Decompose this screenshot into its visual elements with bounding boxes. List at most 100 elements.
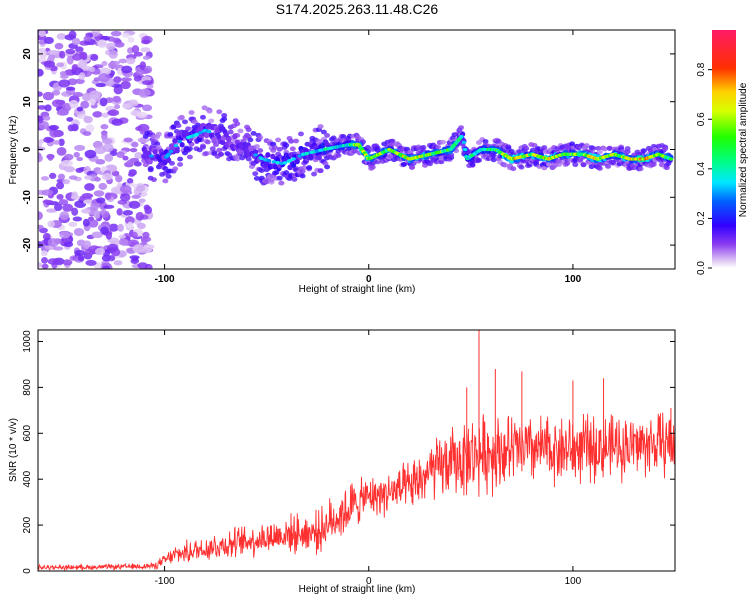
spectrogram-halo-blob (299, 173, 306, 179)
spectrogram-noise-blob (136, 185, 146, 192)
spectrogram-halo-blob (208, 118, 215, 124)
spectrogram-ridge-outer (219, 139, 226, 146)
spectrogram-noise-blob (42, 91, 54, 101)
spectrogram-halo-blob (209, 146, 216, 152)
spectrogram-noise-blob (129, 147, 138, 153)
spectrogram-noise-blob (38, 30, 46, 37)
spectrogram-noise-blob (93, 210, 101, 219)
spectrogram-noise-blob (89, 90, 101, 100)
spectrogram-halo-blob (216, 147, 223, 153)
spectrogram-noise-blob (71, 53, 83, 61)
spectrogram-noise-blob (122, 209, 133, 216)
spectrogram-noise-blob (118, 234, 126, 239)
spectrogram-ridge-core (668, 157, 674, 161)
spectrogram-xtick-label: 0 (366, 274, 372, 285)
spectrogram-halo-blob (564, 161, 571, 166)
spectrogram-halo-blob (569, 141, 576, 147)
spectrogram-halo-blob (291, 177, 298, 182)
spectrogram-halo-blob (595, 145, 602, 151)
colorbar-label: Normalized spectral amplitude (738, 82, 749, 217)
snr-background (38, 330, 675, 571)
spectrogram-noise-blob (136, 222, 146, 230)
spectrogram-noise-blob (59, 71, 67, 76)
spectrogram-halo-blob (276, 146, 283, 152)
spectrogram-noise-blob (84, 183, 95, 191)
spectrogram-halo-blob (311, 171, 318, 177)
spectrogram-noise-blob (68, 175, 78, 180)
spectrogram-halo-blob (317, 124, 324, 129)
spectrogram-noise-blob (71, 123, 79, 132)
spectrogram-noise-blob (44, 104, 52, 112)
spectrogram-ridge-outer (316, 154, 322, 161)
snr-ylabel: SNR (10 * v/v) (8, 418, 19, 482)
spectrogram-noise-blob (71, 37, 81, 46)
snr-xlabel: Height of straight line (km) (299, 584, 416, 595)
spectrogram-ridge-core (304, 151, 310, 156)
spectrogram-noise-blob (94, 177, 101, 182)
spectrogram-halo-blob (340, 134, 347, 139)
spectrogram-ridge-outer (166, 157, 172, 163)
spectrogram-noise-blob (83, 35, 92, 42)
spectrogram-noise-blob (141, 80, 154, 86)
spectrogram-xtick-label: -100 (155, 274, 175, 285)
spectrogram-ridge-core (462, 147, 468, 152)
spectrogram-noise-blob (38, 224, 44, 230)
spectrogram-noise-blob (99, 97, 108, 107)
spectrogram-noise-blob (122, 155, 129, 161)
spectrogram-halo-blob (191, 119, 198, 125)
spectrogram-ridge-core (166, 152, 171, 156)
spectrogram-halo-blob (288, 138, 295, 144)
spectrogram-noise-blob (119, 193, 131, 202)
spectrogram-noise-blob (113, 76, 122, 84)
spectrogram-noise-blob (131, 256, 139, 262)
snr-ytick-label: 1000 (22, 330, 33, 353)
spectrogram-noise-blob (71, 64, 79, 72)
spectrogram-noise-blob (58, 138, 65, 147)
spectrogram-ylabel: Frequency (Hz) (8, 116, 19, 185)
spectrogram-noise-blob (120, 81, 131, 90)
spectrogram-noise-blob (49, 129, 60, 138)
spectrogram-ridge-outer (218, 125, 224, 132)
spectrogram-noise-blob (126, 57, 136, 65)
spectrogram-noise-blob (38, 47, 46, 53)
spectrogram-noise-blob (142, 231, 150, 239)
snr-ytick-label: 400 (22, 470, 33, 487)
spectrogram-ytick-label: 10 (22, 96, 33, 108)
spectrogram-noise-blob (127, 36, 135, 43)
spectrogram-ridge-core (279, 161, 284, 166)
spectrogram-ridge-outer (196, 136, 202, 143)
spectrogram-noise-blob (128, 200, 141, 209)
spectrogram-halo-blob (175, 123, 182, 128)
spectrogram-noise-blob (139, 61, 147, 71)
spectrogram-xtick-label: 100 (565, 274, 582, 285)
spectrogram-noise-blob (113, 260, 123, 266)
spectrogram-halo-blob (297, 131, 304, 137)
spectrogram-noise-blob (58, 79, 71, 88)
spectrogram-ridge-core (275, 160, 280, 165)
spectrogram-halo-blob (237, 128, 244, 134)
spectrogram-halo-blob (435, 144, 442, 150)
spectrogram-halo-blob (609, 160, 616, 166)
spectrogram-noise-blob (91, 231, 103, 239)
spectrogram-noise-blob (139, 127, 147, 135)
spectrogram-noise-blob (38, 262, 43, 268)
colorbar-tick-label: 0.2 (696, 211, 707, 225)
spectrogram-noise-blob (84, 175, 93, 180)
spectrogram-ridge-outer (172, 138, 178, 144)
spectrogram-noise-blob (138, 198, 146, 203)
spectrogram-noise-blob (142, 55, 151, 60)
spectrogram-noise-blob (67, 78, 78, 86)
spectrogram-noise-blob (100, 226, 109, 235)
spectrogram-ridge-outer (303, 147, 309, 154)
spectrogram-noise-blob (40, 176, 50, 181)
spectrogram-ridge-outer (226, 136, 232, 143)
spectrogram-halo-blob (186, 146, 193, 152)
spectrogram-noise-blob (45, 137, 55, 143)
spectrogram-halo-blob (213, 142, 220, 148)
spectrogram-noise-blob (47, 153, 54, 161)
snr-ytick-label: 800 (22, 379, 33, 396)
spectrogram-halo-blob (253, 144, 260, 149)
spectrogram-halo-blob (283, 170, 290, 175)
spectrogram-noise-blob (82, 131, 92, 137)
